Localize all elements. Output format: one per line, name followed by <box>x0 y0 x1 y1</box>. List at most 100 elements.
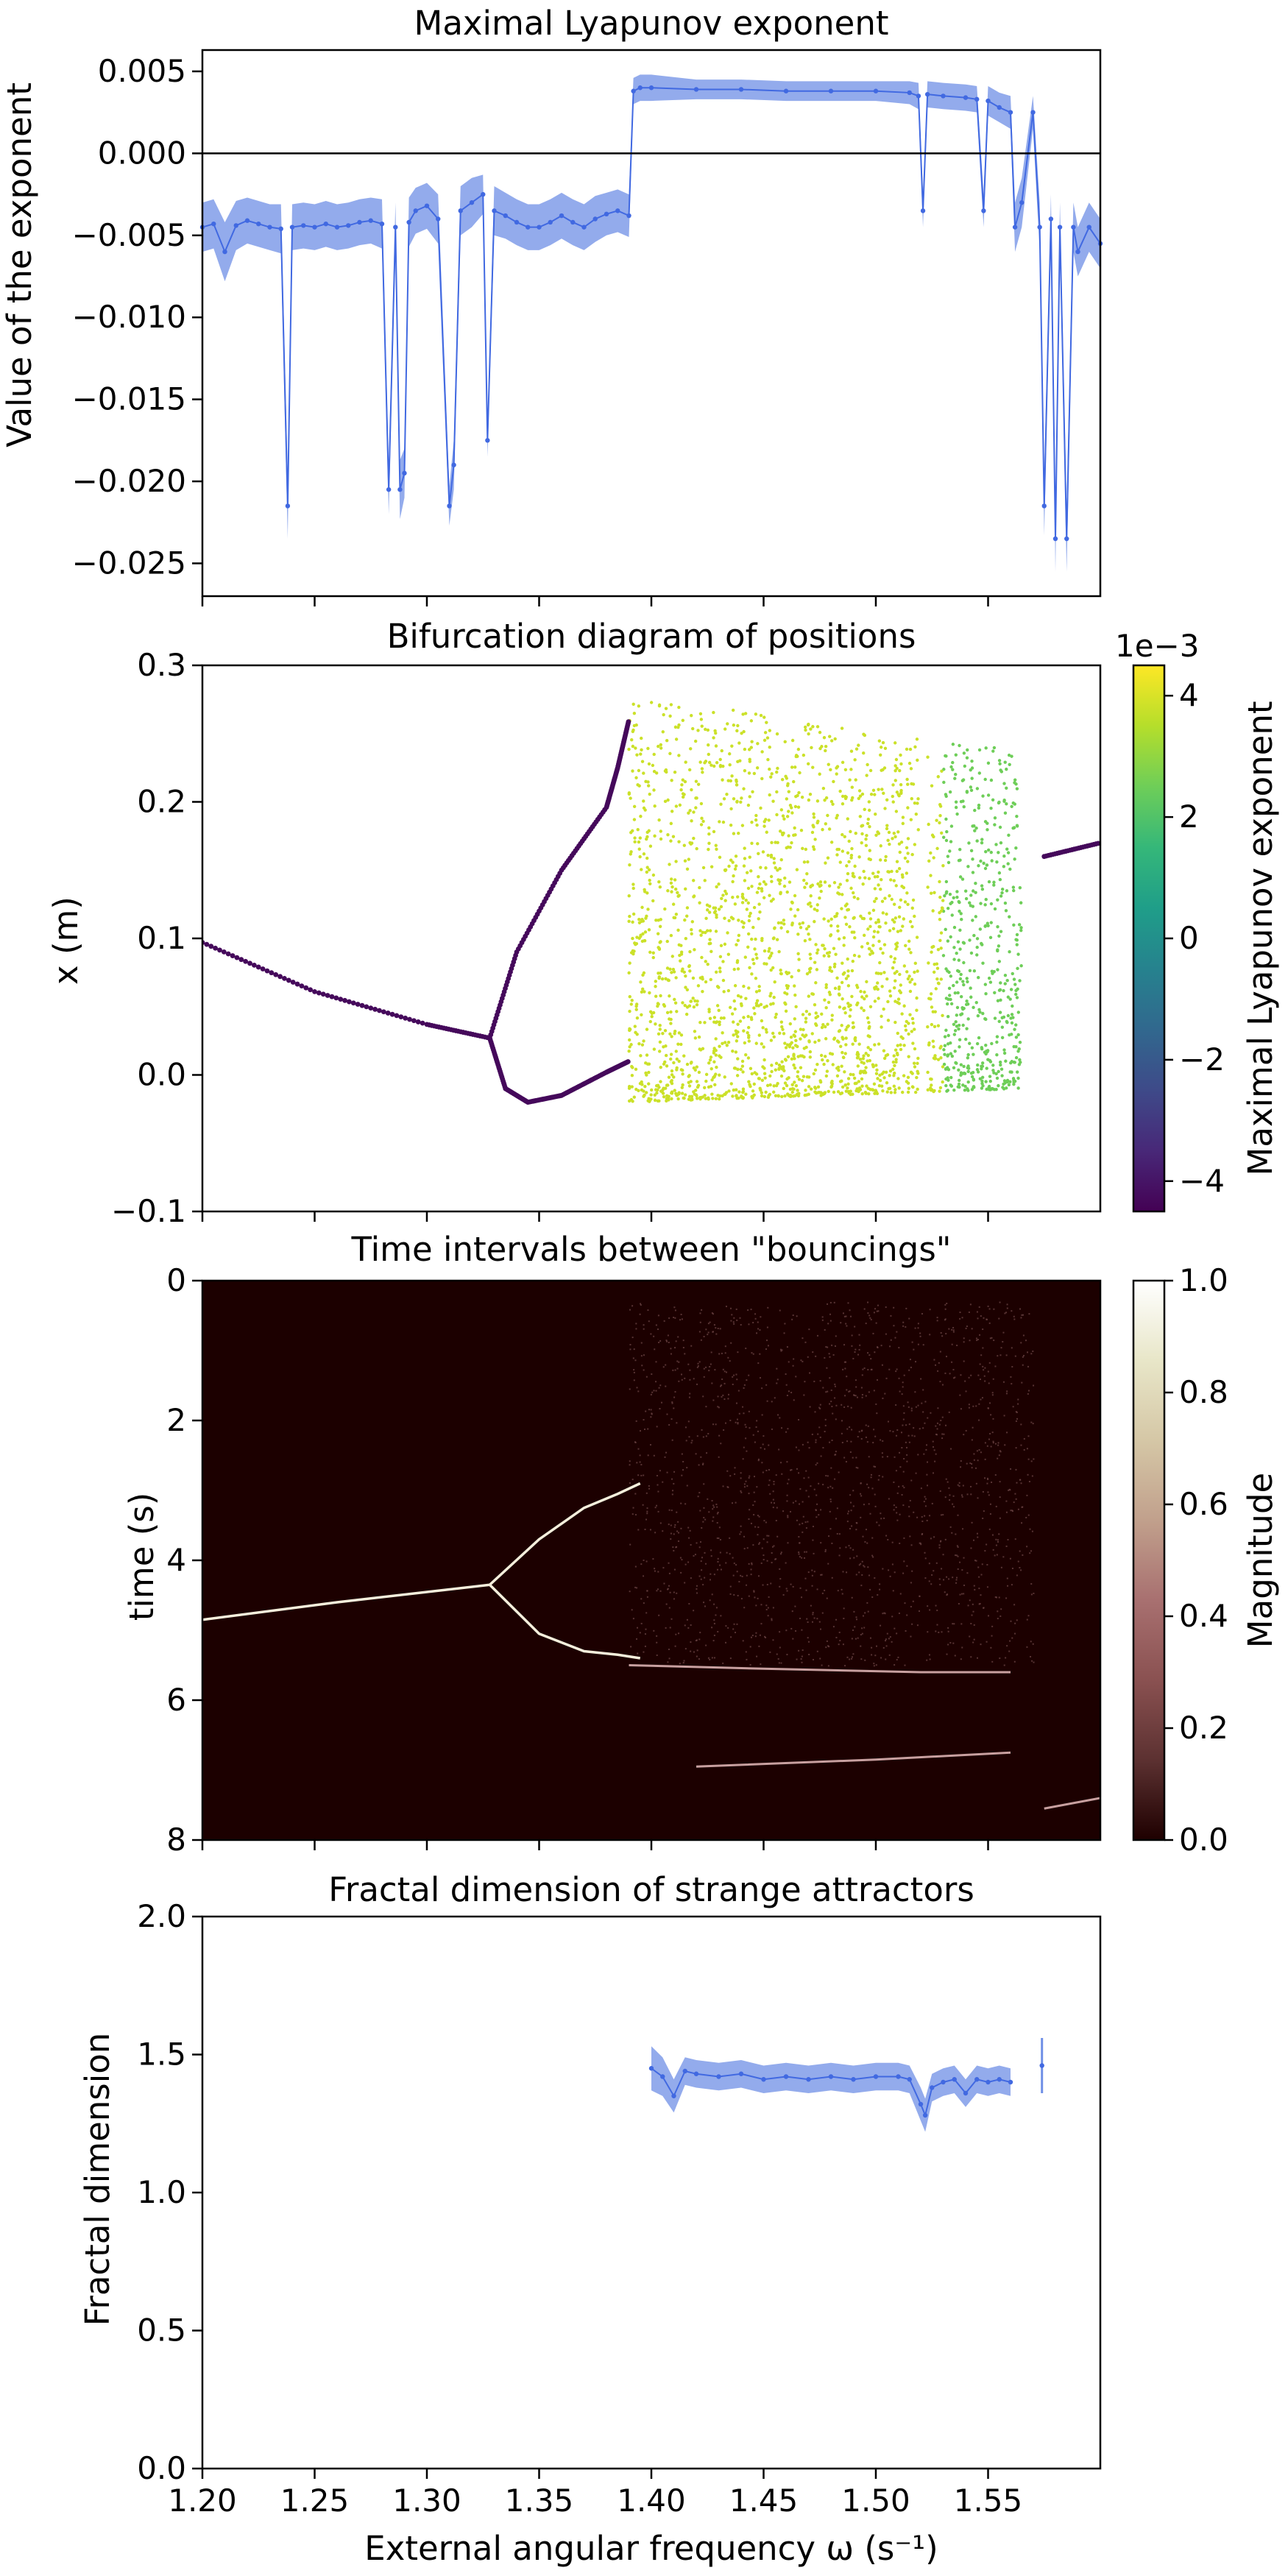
chaotic-point <box>681 792 685 796</box>
chaotic-point <box>989 806 993 810</box>
chaotic-point <box>879 972 883 976</box>
chaotic-point <box>785 890 789 894</box>
heatmap-speckle <box>718 1526 721 1529</box>
chaotic-point <box>747 748 751 751</box>
heatmap-speckle <box>945 1424 947 1426</box>
chaotic-point <box>765 736 770 740</box>
heatmap-speckle <box>703 1367 705 1370</box>
chaotic-point <box>685 1062 690 1066</box>
chaotic-point <box>991 749 995 753</box>
chaotic-point <box>648 878 651 882</box>
heatmap-speckle <box>854 1394 856 1396</box>
intervals-title: Time intervals between "bouncings" <box>351 1230 952 1269</box>
fractal-point <box>941 2079 946 2085</box>
chaotic-point <box>997 871 1002 875</box>
chaotic-point <box>888 894 891 898</box>
chaotic-point <box>958 947 962 951</box>
chaotic-point <box>824 822 828 826</box>
chaotic-point <box>994 1088 998 1091</box>
chaotic-point <box>804 847 808 852</box>
chaotic-point <box>984 1043 988 1047</box>
heatmap-speckle <box>757 1362 760 1365</box>
chaotic-point <box>790 806 793 810</box>
chaotic-point <box>703 879 707 882</box>
heatmap-speckle <box>908 1441 910 1443</box>
chaotic-point <box>760 1019 764 1023</box>
heatmap-speckle <box>659 1407 661 1409</box>
heatmap-speckle <box>646 1596 648 1598</box>
chaotic-point <box>785 1077 789 1081</box>
lyapunov-point <box>570 219 576 225</box>
heatmap-speckle <box>959 1593 961 1596</box>
heatmap-speckle <box>867 1352 869 1354</box>
heatmap-speckle <box>668 1657 670 1660</box>
chaotic-point <box>933 962 936 966</box>
heatmap-speckle <box>668 1423 670 1426</box>
heatmap-speckle <box>771 1552 773 1554</box>
chaotic-point <box>748 966 751 970</box>
chaotic-point <box>676 725 680 729</box>
chaotic-point <box>792 1063 796 1067</box>
heatmap-speckle <box>774 1397 776 1399</box>
heatmap-speckle <box>719 1564 721 1566</box>
chaotic-point <box>737 1096 740 1100</box>
chaotic-point <box>741 1070 745 1074</box>
x-tick-label: 1.30 <box>392 2483 461 2519</box>
heatmap-speckle <box>702 1436 704 1438</box>
heatmap-speckle <box>894 1627 896 1630</box>
chaotic-point <box>956 940 960 944</box>
heatmap-speckle <box>680 1571 682 1574</box>
heatmap-speckle <box>760 1562 762 1564</box>
chaotic-point <box>944 927 947 932</box>
heatmap-speckle <box>666 1471 668 1473</box>
heatmap-speckle <box>793 1399 795 1401</box>
heatmap-speckle <box>787 1515 789 1517</box>
chaotic-point <box>801 1033 804 1037</box>
heatmap-speckle <box>946 1302 948 1304</box>
chaotic-point <box>874 972 879 975</box>
chaotic-point <box>645 870 648 874</box>
fractal-point <box>918 2101 924 2107</box>
chaotic-point <box>898 905 902 910</box>
chaotic-point <box>977 803 981 807</box>
chaotic-point <box>966 748 969 752</box>
chaotic-point <box>969 995 973 999</box>
chaotic-point <box>712 1060 716 1064</box>
heatmap-speckle <box>653 1630 655 1632</box>
chaotic-point <box>826 813 829 818</box>
heatmap-speckle <box>743 1486 746 1488</box>
chaotic-point <box>874 813 877 816</box>
chaotic-point <box>804 728 807 732</box>
chaotic-point <box>641 932 645 936</box>
chaotic-point <box>939 946 943 950</box>
heatmap-speckle <box>1028 1313 1030 1315</box>
heatmap-speckle <box>807 1521 809 1523</box>
chaotic-point <box>1008 762 1011 767</box>
heatmap-speckle <box>758 1515 760 1518</box>
chaotic-point <box>891 966 895 970</box>
chaotic-point <box>1011 827 1015 830</box>
chaotic-point <box>828 968 832 972</box>
heatmap-speckle <box>653 1335 655 1337</box>
chaotic-point <box>867 1091 871 1096</box>
heatmap-speckle <box>991 1394 994 1396</box>
chaotic-point <box>932 970 936 974</box>
heatmap-speckle <box>875 1322 877 1324</box>
chaotic-point <box>710 1092 714 1096</box>
heatmap-speckle <box>634 1586 637 1588</box>
chaotic-point <box>840 1024 843 1027</box>
chaotic-point <box>681 1068 684 1072</box>
heatmap-speckle <box>816 1462 818 1464</box>
heatmap-speckle <box>746 1485 749 1487</box>
heatmap-speckle <box>750 1568 752 1571</box>
chaotic-point <box>707 1010 711 1013</box>
chaotic-point <box>843 916 847 919</box>
chaotic-point <box>778 882 782 885</box>
chaotic-point <box>760 750 764 754</box>
heatmap-speckle <box>829 1301 832 1303</box>
heatmap-speckle <box>882 1476 884 1478</box>
heatmap-speckle <box>902 1321 905 1323</box>
branch-point <box>308 987 314 993</box>
chaotic-point <box>788 1022 792 1026</box>
heatmap-speckle <box>952 1623 954 1625</box>
